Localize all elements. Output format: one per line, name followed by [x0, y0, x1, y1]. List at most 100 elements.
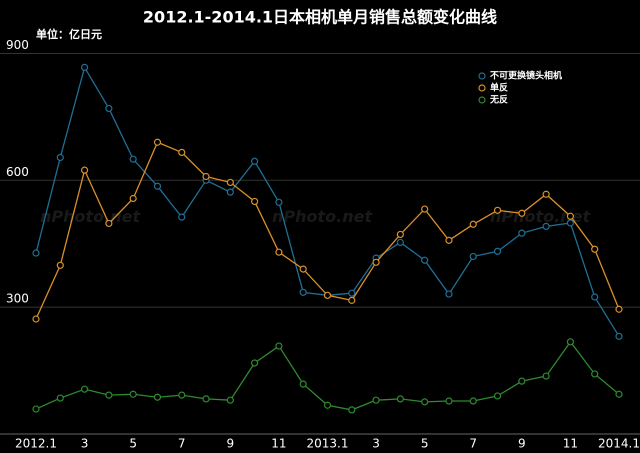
watermark: nPhoto.net	[40, 207, 141, 226]
point	[518, 209, 526, 217]
watermark: nPhoto.net	[272, 207, 373, 226]
point	[251, 157, 259, 165]
point	[275, 248, 283, 256]
point	[396, 238, 404, 247]
point	[32, 405, 40, 413]
x-tick-label: 11	[563, 437, 578, 451]
point	[32, 315, 40, 323]
point	[518, 377, 526, 385]
point	[421, 398, 429, 406]
point	[469, 397, 477, 405]
legend-marker	[478, 96, 486, 104]
x-tick-label: 9	[227, 437, 235, 451]
x-tick-label: 9	[518, 437, 526, 451]
y-tick-label: 600	[6, 165, 29, 179]
x-tick-label: 11	[271, 437, 286, 451]
point	[202, 395, 210, 403]
point	[275, 198, 283, 206]
point	[32, 249, 40, 257]
point	[275, 342, 283, 350]
point	[178, 148, 186, 156]
point	[493, 206, 502, 214]
point	[493, 247, 502, 255]
point	[323, 401, 332, 409]
point	[542, 190, 550, 198]
point	[542, 372, 550, 380]
unit-label: 单位：亿日元	[36, 27, 102, 41]
point	[56, 394, 64, 402]
point	[153, 393, 162, 401]
point	[202, 172, 210, 181]
legend-marker	[478, 84, 486, 92]
x-tick-label: 2012.1	[15, 437, 57, 451]
point	[615, 332, 623, 340]
x-tick-label: 5	[129, 437, 137, 451]
y-tick-label: 900	[6, 38, 29, 52]
point	[129, 390, 137, 398]
point	[591, 245, 599, 253]
x-tick-label: 3	[81, 437, 89, 451]
point	[591, 370, 599, 378]
point	[615, 390, 623, 398]
point	[80, 63, 89, 72]
point	[493, 392, 502, 400]
point	[129, 194, 137, 203]
point	[299, 265, 307, 273]
legend-label: 无反	[489, 94, 508, 106]
point	[299, 288, 307, 296]
point	[591, 293, 599, 301]
x-tick-label: 2013.1	[307, 437, 349, 451]
point	[421, 256, 429, 264]
point	[518, 229, 526, 237]
x-tick-label: 3	[372, 437, 380, 451]
x-tick-label: 7	[469, 437, 477, 451]
point	[566, 338, 575, 346]
point	[226, 178, 234, 187]
point	[396, 395, 404, 403]
point	[469, 220, 477, 228]
point	[251, 359, 259, 367]
x-tick-label: 7	[178, 437, 186, 451]
point	[251, 197, 259, 206]
point	[445, 290, 453, 298]
point	[445, 397, 453, 405]
point	[372, 258, 380, 266]
point	[153, 138, 162, 146]
legend-label: 不可更换镜头相机	[490, 70, 562, 82]
x-tick-label: 5	[421, 437, 429, 451]
point	[566, 219, 575, 227]
point	[396, 230, 404, 239]
point	[178, 213, 186, 221]
point	[105, 391, 113, 399]
point	[566, 212, 575, 220]
point	[469, 252, 477, 261]
point	[348, 406, 356, 414]
point	[178, 391, 186, 399]
chart-title: 2012.1-2014.1日本相机单月销售总额变化曲线	[143, 8, 497, 27]
point	[56, 153, 64, 162]
point	[372, 396, 380, 404]
x-tick-label: 2014.1	[598, 437, 640, 451]
point	[153, 182, 162, 190]
point	[299, 380, 307, 388]
point	[105, 219, 113, 228]
point	[348, 289, 356, 297]
legend-label: 单反	[490, 82, 508, 94]
point	[445, 236, 453, 244]
point	[348, 296, 356, 304]
point	[226, 188, 234, 196]
point	[226, 396, 234, 404]
point	[105, 104, 113, 113]
y-tick-label: 300	[6, 292, 29, 306]
point	[542, 222, 550, 230]
point	[323, 291, 332, 299]
point	[615, 305, 623, 313]
point	[80, 385, 89, 393]
point	[80, 166, 89, 174]
point	[56, 261, 64, 269]
point	[421, 205, 429, 213]
point	[129, 155, 137, 163]
